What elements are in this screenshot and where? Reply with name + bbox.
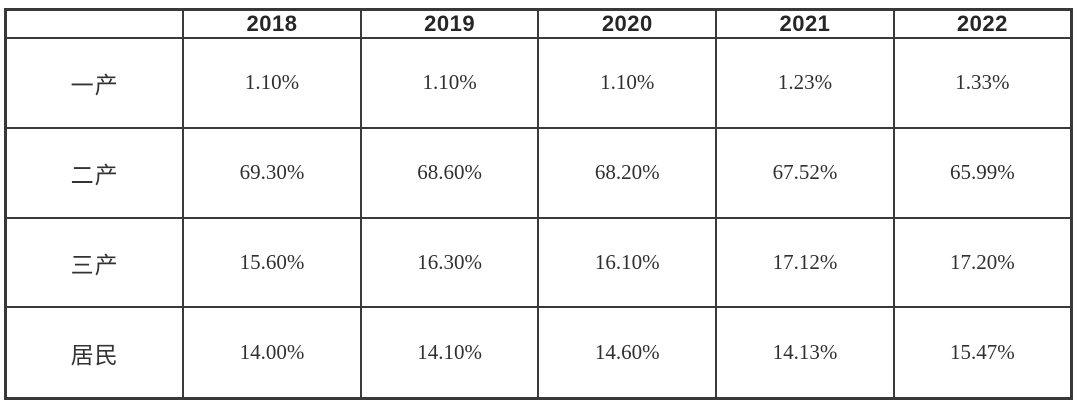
table-row-tertiary-industry: 三产 15.60% 16.30% 16.10% 17.12% 17.20% [4, 216, 1073, 309]
value-cell: 68.20% [537, 126, 718, 219]
header-cell-2022: 2022 [892, 8, 1073, 39]
value-cell: 14.60% [537, 306, 718, 400]
row-label: 二产 [4, 126, 185, 219]
value-cell: 1.33% [892, 37, 1073, 129]
row-label: 一产 [4, 37, 185, 129]
value-cell: 14.10% [359, 306, 540, 400]
value-cell: 17.20% [892, 216, 1073, 309]
header-cell-2021: 2021 [715, 8, 895, 39]
table-row-primary-industry: 一产 1.10% 1.10% 1.10% 1.23% 1.33% [4, 37, 1073, 129]
value-cell: 16.30% [359, 216, 540, 309]
table-row-residents: 居民 14.00% 14.10% 14.60% 14.13% 15.47% [4, 306, 1073, 400]
value-cell: 68.60% [359, 126, 540, 219]
row-label: 居民 [4, 306, 185, 400]
value-cell: 65.99% [892, 126, 1073, 219]
value-cell: 16.10% [537, 216, 718, 309]
table-row-secondary-industry: 二产 69.30% 68.60% 68.20% 67.52% 65.99% [4, 126, 1073, 219]
value-cell: 17.12% [715, 216, 895, 309]
value-cell: 14.13% [715, 306, 895, 400]
value-cell: 69.30% [182, 126, 362, 219]
value-cell: 1.23% [715, 37, 895, 129]
header-row: 2018 2019 2020 2021 2022 [4, 8, 1073, 39]
value-cell: 1.10% [182, 37, 362, 129]
row-label: 三产 [4, 216, 185, 309]
value-cell: 1.10% [537, 37, 718, 129]
value-cell: 1.10% [359, 37, 540, 129]
value-cell: 15.47% [892, 306, 1073, 400]
header-cell-2020: 2020 [537, 8, 718, 39]
value-cell: 14.00% [182, 306, 362, 400]
header-cell-2018: 2018 [182, 8, 362, 39]
industry-share-table: 2018 2019 2020 2021 2022 一产 1.10% 1.10% … [4, 8, 1073, 400]
header-cell-2019: 2019 [359, 8, 540, 39]
corner-cell [4, 8, 185, 39]
value-cell: 67.52% [715, 126, 895, 219]
value-cell: 15.60% [182, 216, 362, 309]
